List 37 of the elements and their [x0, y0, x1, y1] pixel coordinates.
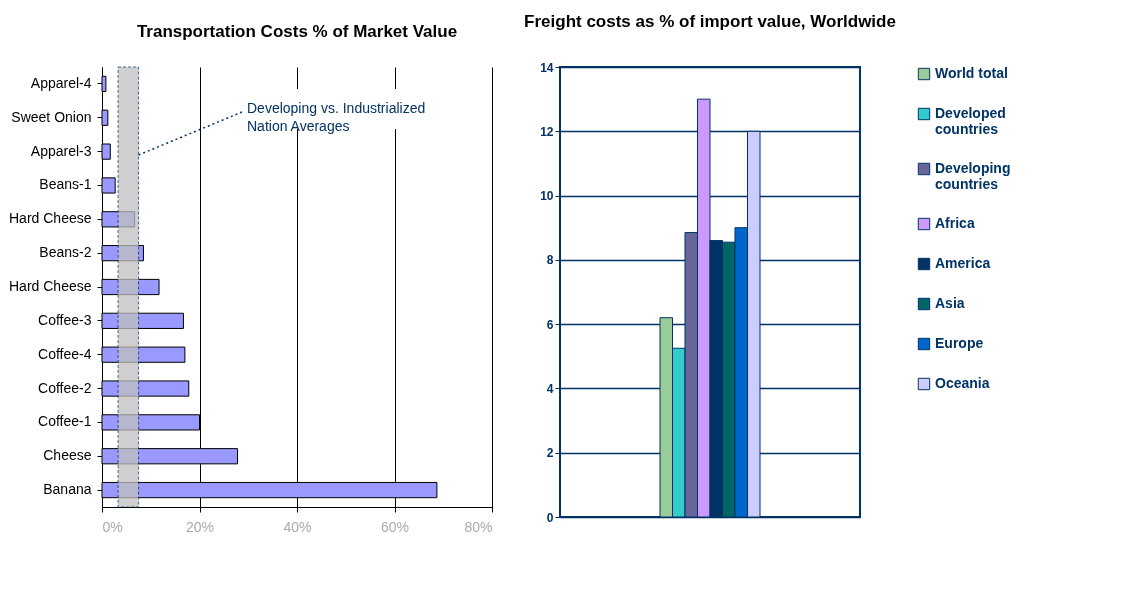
y-tick-label: Apparel-3 [30, 142, 92, 159]
y-tick-label: Apparel-4 [30, 74, 92, 91]
y-tick-label: 4 [546, 381, 554, 396]
y-tick-label: Banana [43, 481, 92, 498]
x-tick-label: 80% [464, 518, 493, 535]
x-tick-label: 40% [283, 518, 312, 535]
y-tick-label: 8 [546, 253, 554, 268]
y-tick-label: Coffee-3 [38, 311, 92, 328]
y-tick-label: Coffee-2 [38, 379, 92, 396]
y-tick-label: Hard Cheese [9, 210, 92, 227]
legend-label: Africa [935, 215, 975, 231]
x-tick-label: 60% [380, 518, 410, 535]
y-tick-label: 10 [540, 189, 554, 204]
legend-label: Oceania [935, 375, 990, 391]
legend-label: Europe [935, 335, 984, 351]
y-tick-label: 14 [540, 60, 554, 75]
y-tick-label: Beans-1 [39, 176, 92, 193]
y-tick-label: Beans-2 [39, 244, 92, 261]
y-tick-label: 2 [546, 446, 554, 461]
y-tick-label: Coffee-1 [38, 413, 92, 430]
legend-label: America [935, 255, 991, 271]
chart-title: Freight costs as % of import value, Worldwide [524, 12, 896, 31]
chart-title: Transportation Costs % of Market Value [136, 21, 458, 41]
band-label: Developing vs. Industrialized Nation Averages [247, 100, 426, 134]
y-tick-label: 6 [546, 317, 554, 332]
y-tick-label: 12 [540, 124, 554, 139]
legend-label: Developing countries [935, 160, 1011, 192]
y-tick-label: Sweet Onion [11, 108, 92, 125]
legend-label: Developed countries [935, 105, 1006, 137]
y-tick-label: Cheese [43, 447, 92, 464]
legend-label: Asia [935, 295, 965, 311]
y-tick-label: Coffee-4 [38, 345, 92, 362]
legend-label: World total [935, 65, 1008, 81]
y-tick-label: 0 [546, 510, 554, 525]
y-tick-label: Hard Cheese [9, 278, 92, 294]
x-tick-label: 20% [185, 518, 215, 535]
x-tick-label: 0% [102, 518, 123, 535]
